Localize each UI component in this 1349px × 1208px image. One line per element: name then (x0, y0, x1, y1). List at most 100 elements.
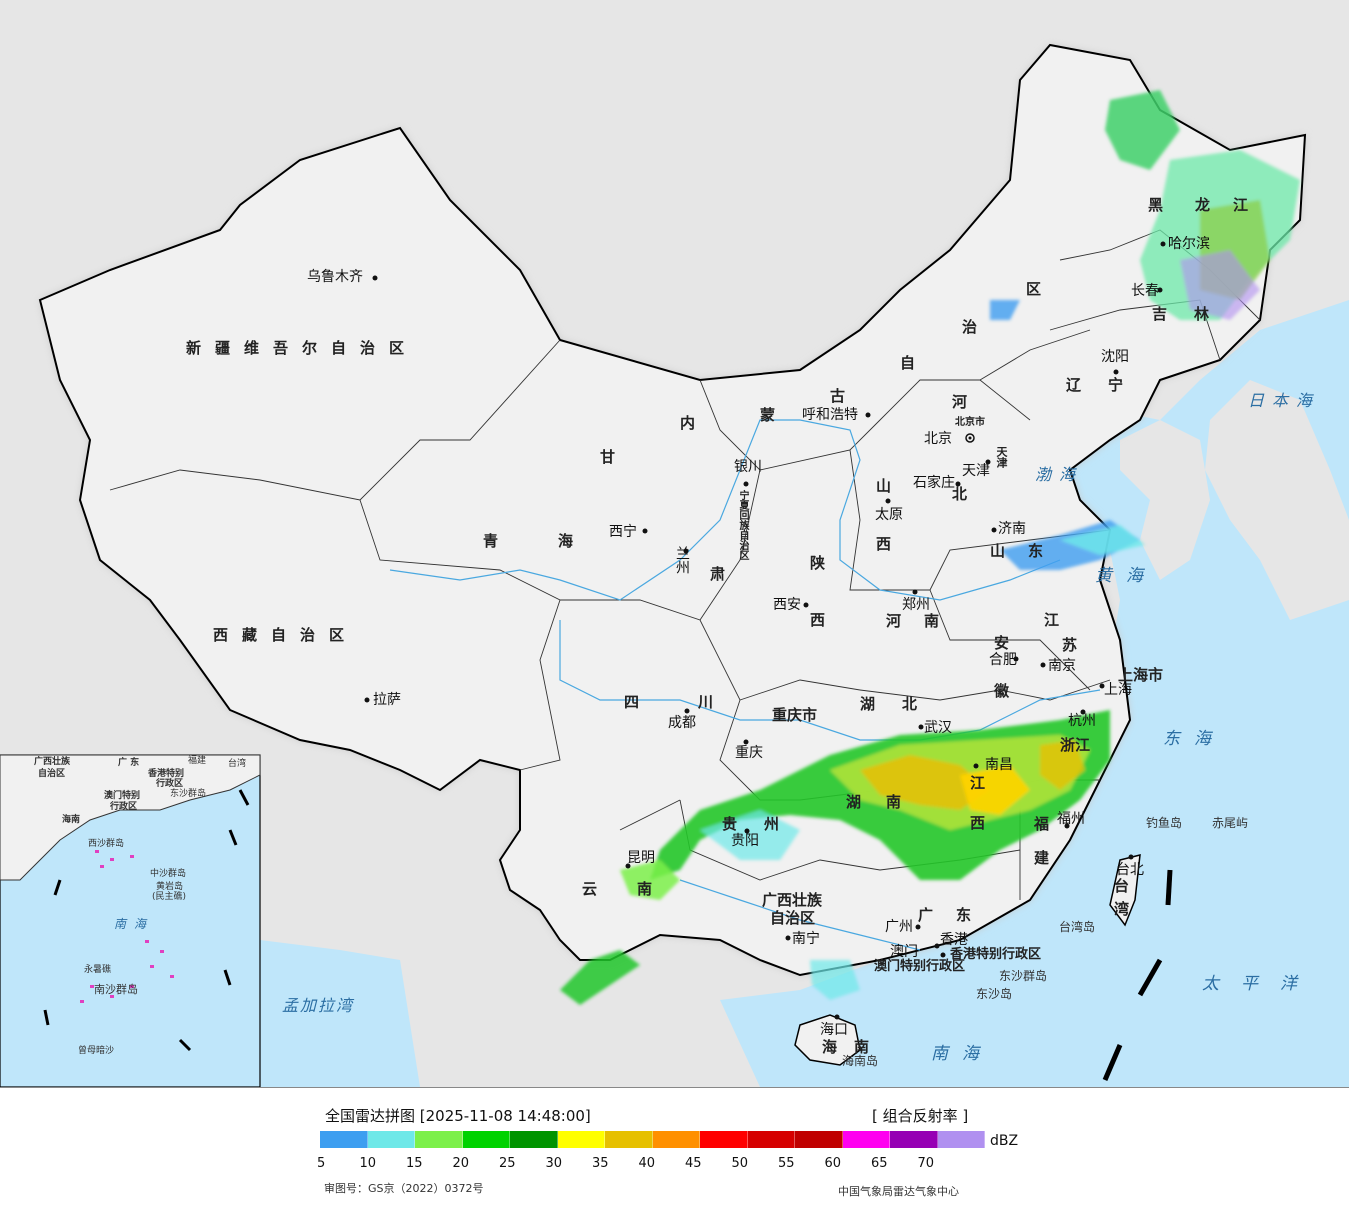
legend-tick-50: 50 (731, 1156, 749, 1171)
legend-tick-35: 35 (592, 1156, 609, 1171)
city-nanjing: 南京 (1048, 658, 1076, 674)
label-xizang: 西藏自治区 (213, 626, 359, 644)
inset-fujian: 福建 (188, 756, 207, 766)
label-jiangsu-2: 苏 (1062, 636, 1078, 654)
label-guangxi-2: 自治区 (770, 909, 816, 927)
island-chiwei: 赤尾屿 (1212, 816, 1249, 830)
island-dongsha-islands: 东沙群岛 (999, 969, 1048, 983)
inset-yongshu: 永暑礁 (84, 965, 112, 975)
label-gansu: 甘 (600, 448, 616, 466)
city-dots (364, 241, 1166, 1020)
city-macau: 澳门 (890, 944, 918, 960)
sea-bengal: 孟加拉湾 (282, 996, 355, 1015)
label-neimenggu-6: 区 (1026, 280, 1042, 298)
label-jiangsu-1: 江 (1044, 611, 1060, 629)
label-shaanxi-2: 西 (810, 611, 826, 629)
legend-swatch-0 (320, 1131, 368, 1148)
legend-swatch-3 (462, 1131, 510, 1148)
label-guangdong-2: 东 (956, 906, 972, 924)
inset-guangxi-2: 自治区 (38, 769, 66, 779)
label-beijing-prov: 北京市 (955, 417, 985, 428)
legend-unit: dBZ (990, 1133, 1019, 1149)
legend-product: [ 组合反射率 ] (872, 1107, 969, 1125)
label-neimenggu-4: 自 (900, 354, 916, 372)
city-jinan: 济南 (998, 521, 1026, 537)
city-taiyuan: 太原 (875, 507, 903, 523)
city-hefei: 合肥 (989, 652, 1017, 668)
city-tianjin: 天津 (962, 463, 990, 479)
label-liaoning-2: 宁 (1108, 376, 1124, 394)
label-hunan-1: 湖 (846, 793, 862, 811)
city-zhengzhou: 郑州 (902, 597, 930, 613)
label-henan-1: 河 (886, 612, 902, 630)
inset-macau: 澳门特别 (104, 791, 141, 801)
legend-panel: 全国雷达拼图 [2025-11-08 14:48:00] [ 组合反射率 ] d… (0, 1088, 1349, 1208)
label-gansu-2: 肃 (710, 565, 726, 583)
legend-tick-20: 20 (452, 1156, 470, 1171)
radar-echoes (560, 90, 1300, 1005)
label-neimenggu-3: 古 (830, 387, 846, 405)
dash-lines (1102, 869, 1173, 1081)
city-guangzhou: 广州 (885, 919, 913, 935)
sea-japan: 日本海 (1248, 391, 1321, 410)
label-neimenggu-1: 内 (680, 414, 696, 432)
sea-east: 东海 (1163, 729, 1225, 749)
island-diaoyu: 钓鱼岛 (1146, 816, 1183, 830)
legend-tick-15: 15 (406, 1156, 423, 1171)
legend-swatch-1 (367, 1131, 415, 1148)
label-yunnan-1: 云 (582, 880, 598, 898)
inset-nanhai: 南海 (114, 917, 155, 931)
label-shaanxi-1: 陕 (810, 554, 826, 572)
city-taibei: 台北 (1116, 862, 1144, 878)
inset-xisha: 西沙群岛 (88, 839, 125, 849)
city-guiyang: 贵阳 (731, 833, 759, 849)
label-fujian-1: 福 (1034, 815, 1050, 833)
label-neimenggu-5: 治 (962, 318, 978, 336)
legend-tick-70: 70 (917, 1156, 935, 1171)
city-beijing: 北京 (924, 431, 952, 447)
sea-yellow: 黄海 (1095, 566, 1157, 586)
label-xinjiang: 新疆维吾尔自治区 (186, 339, 419, 357)
sea-bohai: 渤海 (1035, 465, 1084, 484)
radar-map[interactable]: 新疆维吾尔自治区 西藏自治区 青 海 甘 肃 内 蒙 古 自 治 区 黑 龙 江… (0, 0, 1349, 1088)
city-nanchang: 南昌 (985, 757, 1013, 773)
legend-swatch-11 (842, 1131, 890, 1148)
korea-land (1120, 420, 1210, 580)
legend-swatch-13 (937, 1131, 985, 1148)
rivers (389, 419, 1101, 951)
inset-taiwan: 台湾 (228, 759, 247, 769)
japan-land (1205, 380, 1349, 620)
label-tianjin-prov: 天津 (995, 446, 1008, 468)
city-hangzhou: 杭州 (1068, 713, 1096, 729)
label-hainan-2: 南 (854, 1038, 870, 1056)
label-shanghai-prov: 上海市 (1118, 666, 1164, 684)
city-xining: 西宁 (609, 524, 637, 540)
city-shenyang: 沈阳 (1101, 349, 1129, 365)
city-urumqi: 乌鲁木齐 (307, 269, 363, 285)
inset-macau-2: 行政区 (110, 802, 138, 812)
inset-nansha: 南沙群岛 (94, 983, 138, 996)
legend-title: 全国雷达拼图 [2025-11-08 14:48:00] (325, 1107, 591, 1125)
label-henan-2: 南 (924, 612, 940, 630)
label-jiangxi-2: 西 (970, 814, 986, 832)
label-shanxi-1: 山 (876, 477, 892, 495)
city-nanning: 南宁 (792, 931, 820, 947)
inset-huangyan-2: (民主礁) (152, 892, 187, 902)
city-xian: 西安 (773, 597, 801, 613)
legend-tick-60: 60 (824, 1156, 842, 1171)
label-anhui-1: 安 (994, 634, 1010, 652)
label-jilin-2: 林 (1194, 305, 1210, 323)
label-guangdong-1: 广 (918, 906, 934, 924)
label-hubei-1: 湖 (860, 695, 876, 713)
legend-swatch-12 (890, 1131, 938, 1148)
label-sichuan-1: 四 (624, 693, 640, 711)
label-guizhou-1: 贵 (722, 815, 738, 833)
label-yunnan-2: 南 (637, 880, 653, 898)
approval-number: 审图号：GS京（2022）0372号 (324, 1182, 484, 1195)
city-haikou: 海口 (820, 1022, 848, 1038)
label-hebei-1: 河 (952, 393, 968, 411)
legend-swatch-8 (700, 1131, 748, 1148)
inset-huangyan: 黄岩岛 (156, 882, 184, 892)
label-guangxi-1: 广西壮族 (762, 891, 823, 909)
island-hainan: 海南岛 (842, 1054, 879, 1068)
